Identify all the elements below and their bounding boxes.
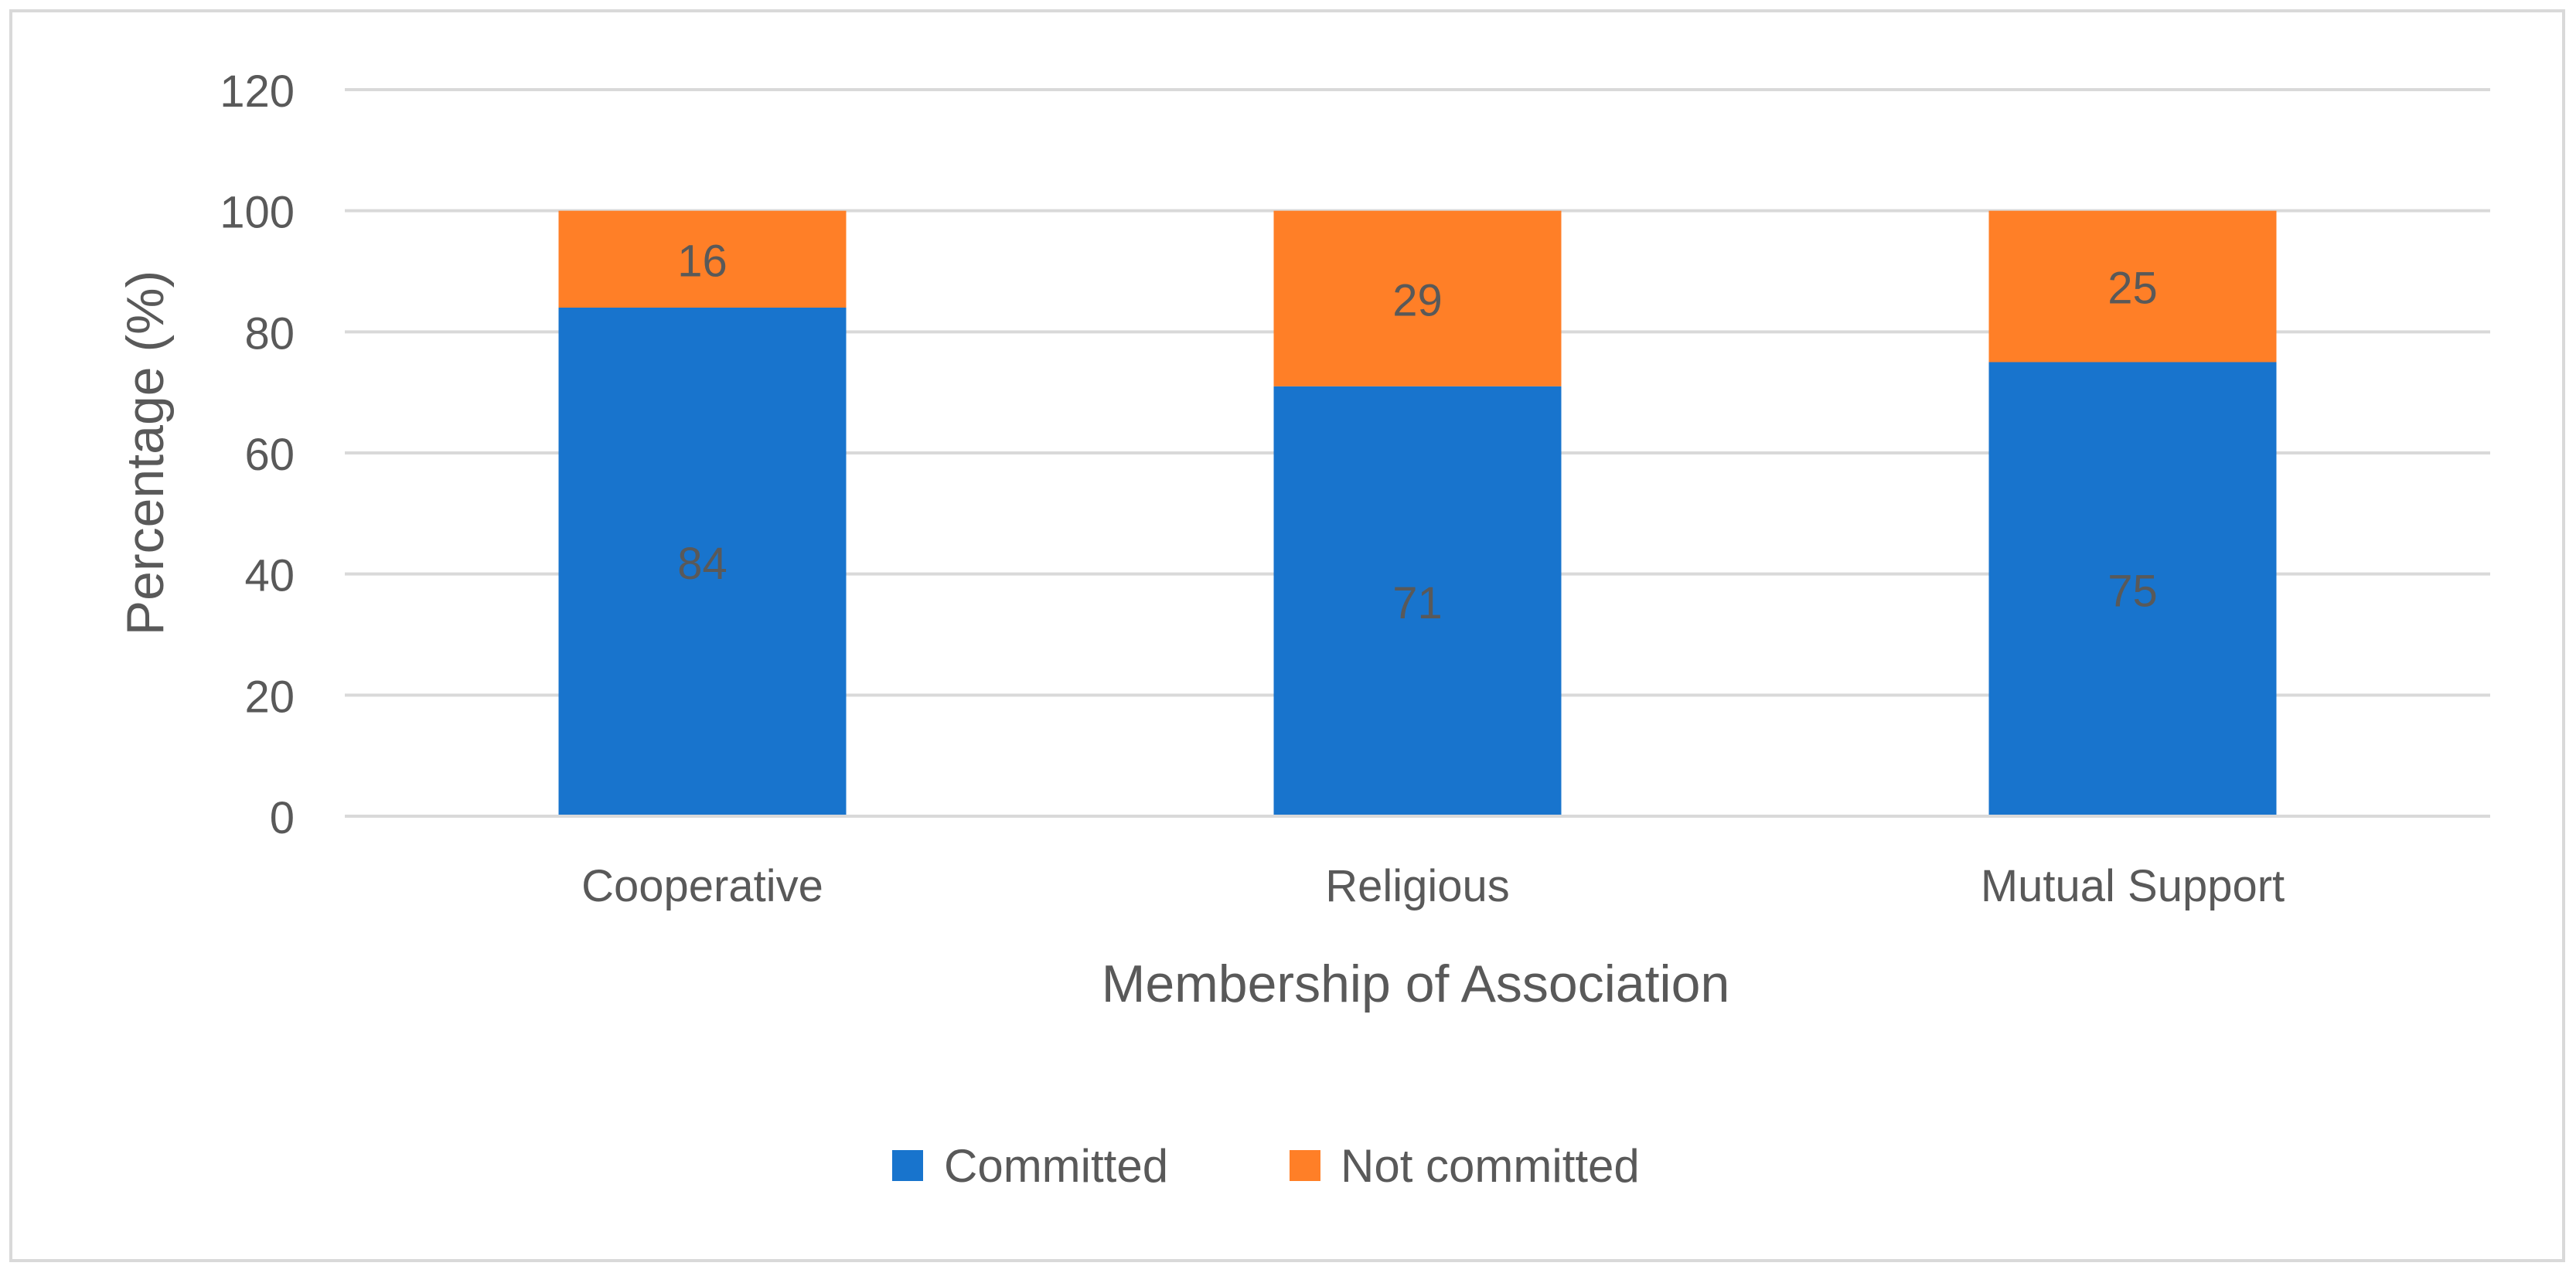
bar-religious-not-committed (1273, 210, 1562, 386)
legend-swatch-not-committed (1290, 1150, 1320, 1181)
x-tick-label-mutual-support: Mutual Support (1981, 861, 2285, 911)
data-label-cooperative-not-committed: 16 (677, 236, 727, 286)
legend-swatch-committed (892, 1150, 923, 1181)
bar-cooperative-not-committed (558, 210, 847, 308)
x-axis-title: Membership of Association (1102, 955, 1730, 1013)
y-tick-label-120: 120 (220, 66, 295, 117)
legend-label-not-committed: Not committed (1341, 1140, 1640, 1192)
bar-mutual-support-committed (1988, 362, 2277, 816)
data-label-religious-not-committed: 29 (1392, 275, 1443, 325)
bar-mutual-support-not-committed (1988, 210, 2277, 362)
stacked-bar-chart: 0 20 40 60 80 100 120 84 16 71 29 75 25 Cooperative… (116, 66, 2490, 1192)
y-tick-label-20: 20 (244, 672, 295, 722)
y-axis-ticks: 0 20 40 60 80 100 120 (220, 66, 295, 843)
data-label-mutual-support-not-committed: 25 (2107, 264, 2158, 314)
bars (558, 210, 2277, 816)
data-label-cooperative-committed: 84 (677, 539, 727, 589)
x-axis-ticks: Cooperative Religious Mutual Support (581, 861, 2285, 911)
x-tick-label-cooperative: Cooperative (581, 861, 823, 911)
y-tick-label-100: 100 (220, 188, 295, 238)
legend-label-committed: Committed (944, 1140, 1168, 1192)
legend: Committed Not committed (892, 1140, 1640, 1192)
data-labels: 84 16 71 29 75 25 (677, 236, 2158, 628)
data-label-mutual-support-committed: 75 (2107, 566, 2158, 616)
y-axis-title: Percentage (%) (116, 271, 175, 635)
y-tick-label-0: 0 (270, 793, 295, 843)
bar-cooperative-committed (558, 308, 847, 816)
y-tick-label-80: 80 (244, 308, 295, 359)
chart-frame: 0 20 40 60 80 100 120 84 16 71 29 75 25 Cooperative… (9, 9, 2565, 1262)
y-tick-label-60: 60 (244, 430, 295, 480)
x-tick-label-religious: Religious (1325, 861, 1510, 911)
data-label-religious-committed: 71 (1392, 578, 1443, 628)
bar-religious-committed (1273, 386, 1562, 816)
y-tick-label-40: 40 (244, 551, 295, 601)
